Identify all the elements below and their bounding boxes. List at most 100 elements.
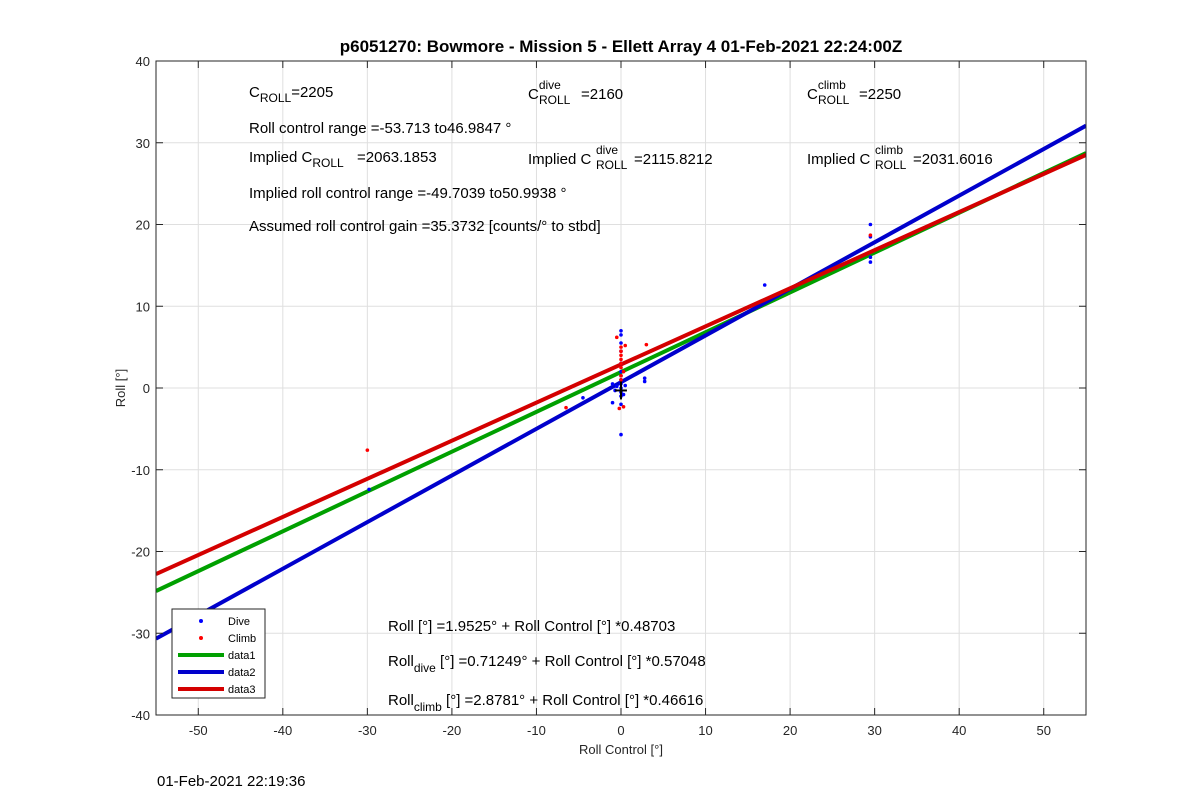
y-tick-label: 20	[136, 218, 150, 233]
legend: Dive Climb data1 data2 data3	[171, 608, 266, 699]
climb-point	[621, 369, 626, 374]
x-tick-label: -50	[189, 723, 208, 738]
dive-point	[762, 283, 767, 287]
eq-climb-rest: [°] =2.8781° + Roll Control [°] *0.46616	[442, 692, 704, 709]
equation-all: Roll [°] =1.9525° + Roll Control [°] *0.…	[388, 618, 675, 635]
x-tick-label: -20	[443, 723, 462, 738]
c-dive-value: =2160	[581, 86, 623, 103]
climb-point	[614, 335, 619, 340]
c-dive-annotation: Cdive ROLL =2160	[528, 78, 623, 107]
dive-point	[619, 432, 623, 437]
plot-frame	[155, 60, 1087, 716]
dive-point	[619, 341, 623, 345]
x-tick-label: 20	[783, 723, 797, 738]
c-dive-sub: ROLL	[539, 93, 571, 107]
x-tick-label: 40	[952, 723, 966, 738]
roll-control-range: Roll control range =-53.713 to46.9847 °	[249, 120, 511, 137]
climb-point	[868, 233, 873, 237]
legend-label-climb: Climb	[228, 633, 256, 645]
climb-point	[619, 353, 623, 358]
x-tick-label: -40	[273, 723, 292, 738]
dive-point	[621, 392, 626, 397]
dive-point	[367, 487, 371, 492]
legend-label-data1: data1	[228, 650, 256, 662]
x-tick-label: -30	[358, 723, 377, 738]
implied-c-roll-annotation: Implied CROLL =2063.1853	[249, 149, 437, 170]
c-climb-sub: ROLL	[818, 93, 850, 107]
eq-dive-base: Roll	[388, 653, 414, 670]
dive-point	[619, 369, 623, 374]
x-tick-label: 30	[867, 723, 881, 738]
c-dive-base: C	[528, 86, 539, 103]
implied-dive-value: =2115.8212	[634, 151, 713, 168]
y-tick-label: -40	[131, 708, 150, 723]
x-tick-label: 10	[698, 723, 712, 738]
x-tick-label: 0	[617, 723, 624, 738]
implied-value: =2063.1853	[357, 149, 437, 166]
climb-point	[619, 357, 623, 362]
legend-label-data2: data2	[228, 667, 256, 679]
climb-point	[619, 365, 623, 370]
dive-point	[610, 382, 615, 386]
implied-climb-sup: climb	[875, 143, 903, 157]
c-roll-value: =2205	[291, 84, 333, 101]
dive-point	[619, 402, 623, 407]
chart-title: p6051270: Bowmore - Mission 5 - Ellett A…	[340, 37, 903, 56]
eq-climb-sub: climb	[414, 700, 442, 714]
dive-point	[619, 333, 623, 337]
climb-point	[644, 342, 649, 347]
y-tick-label: 30	[136, 136, 150, 151]
dive-point	[614, 384, 619, 389]
implied-dive-sup: dive	[596, 143, 618, 157]
implied-climb-sub: ROLL	[875, 158, 907, 172]
y-tick-label: 40	[136, 54, 150, 69]
dive-point	[581, 396, 585, 400]
equation-dive: Rolldive [°] =0.71249° + Roll Control [°…	[388, 653, 706, 675]
c-climb-annotation: Cclimb ROLL =2250	[807, 78, 901, 107]
climb-point	[619, 345, 623, 349]
dive-point	[868, 260, 873, 264]
eq-dive-rest: [°] =0.71249° + Roll Control [°] *0.5704…	[436, 653, 706, 670]
assumed-gain: Assumed roll control gain =35.3732 [coun…	[249, 218, 601, 235]
x-tick-label: 50	[1036, 723, 1050, 738]
dive-point	[868, 222, 873, 227]
implied-climb-base: Implied C	[807, 151, 871, 168]
climb-point	[619, 361, 623, 366]
climb-point	[365, 448, 370, 452]
x-tick-label: -10	[527, 723, 546, 738]
climb-point	[619, 378, 623, 382]
c-roll-sub: ROLL	[260, 91, 292, 105]
legend-swatch-climb	[199, 636, 203, 640]
y-tick-label: -20	[131, 545, 150, 560]
climb-point	[623, 343, 628, 348]
eq-dive-sub: dive	[414, 661, 436, 675]
y-tick-label: 0	[143, 381, 150, 396]
implied-dive-sub: ROLL	[596, 158, 628, 172]
y-axis-label: Roll [°]	[113, 369, 128, 407]
y-tick-label: -30	[131, 626, 150, 641]
legend-label-dive: Dive	[228, 616, 250, 628]
dive-point	[623, 383, 628, 388]
c-climb-sup: climb	[818, 78, 846, 92]
climb-point	[621, 405, 626, 409]
y-tick-label: 10	[136, 299, 150, 314]
dive-point	[610, 400, 615, 405]
dive-point	[642, 376, 647, 380]
x-axis-label: Roll Control [°]	[579, 742, 663, 757]
y-tick-label: -10	[131, 463, 150, 478]
c-roll-annotation: CROLL=2205	[249, 84, 333, 105]
implied-base: Implied C	[249, 149, 313, 166]
legend-label-data3: data3	[228, 684, 256, 696]
equation-climb: Rollclimb [°] =2.8781° + Roll Control [°…	[388, 692, 703, 714]
dive-point	[642, 379, 647, 384]
implied-c-dive-annotation: Implied C dive ROLL =2115.8212	[528, 143, 713, 172]
c-climb-value: =2250	[859, 86, 901, 103]
axis-ticks: -50 -40 -30 -20 -10 0 10 20 30 40 50 -40 -30 -20 -10 0 1…	[131, 54, 1086, 738]
implied-sub: ROLL	[312, 156, 344, 170]
dive-point	[619, 328, 623, 333]
climb-point	[619, 349, 623, 354]
data-points	[365, 222, 873, 492]
implied-roll-control-range: Implied roll control range =-49.7039 to5…	[249, 185, 566, 202]
climb-point	[619, 373, 623, 378]
legend-swatch-dive	[199, 619, 203, 623]
